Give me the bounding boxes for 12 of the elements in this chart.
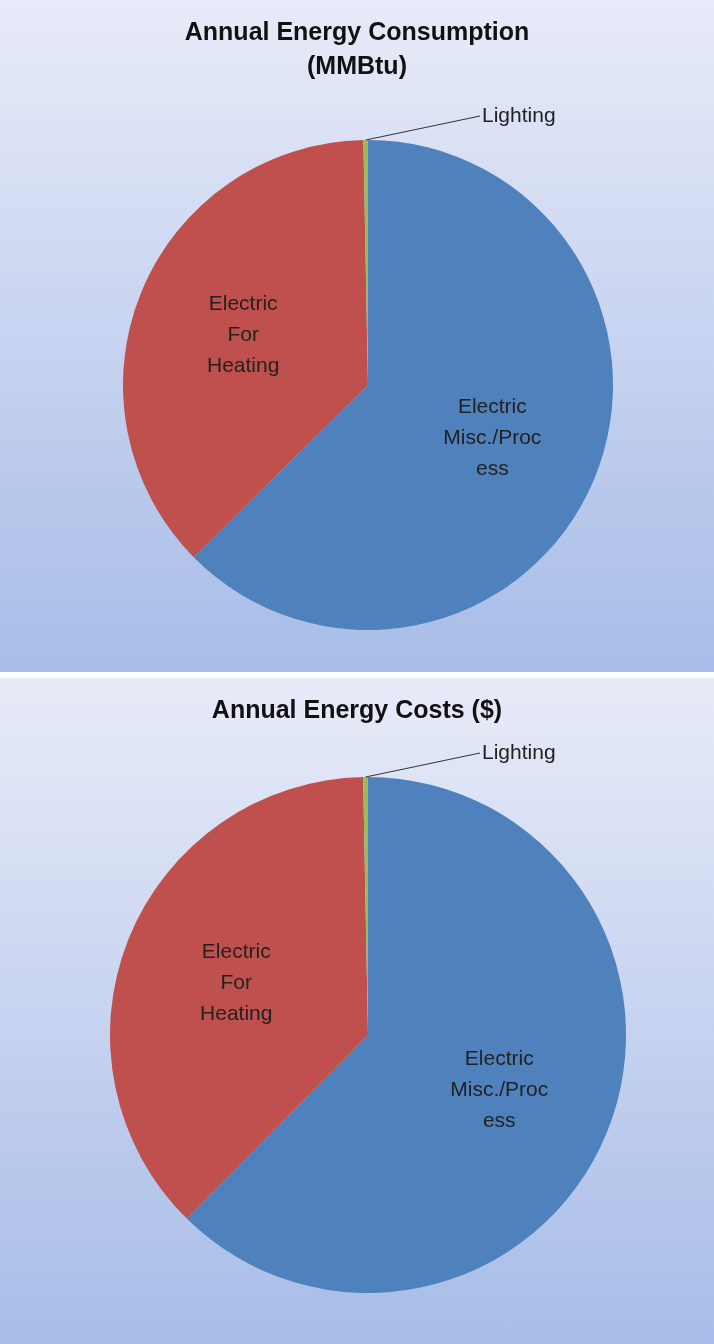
slice-label: Electric Misc./Process — [450, 1045, 549, 1131]
pie-slice — [186, 777, 626, 1293]
chart-title: Annual Energy Consumption (MMBtu) — [184, 17, 530, 79]
slice-label: Electric Misc./Process — [443, 393, 542, 479]
chart-title: Annual Energy Costs ($) — [211, 695, 503, 723]
slice-label: Electric For Heating — [200, 939, 273, 1025]
slice-label: Lighting — [482, 740, 556, 764]
pie-slice — [110, 777, 368, 1219]
slice-label: Lighting — [482, 103, 556, 127]
pie-slice — [193, 140, 613, 630]
slice-label: Electric For Heating — [206, 291, 280, 377]
pie-slice — [123, 140, 368, 558]
